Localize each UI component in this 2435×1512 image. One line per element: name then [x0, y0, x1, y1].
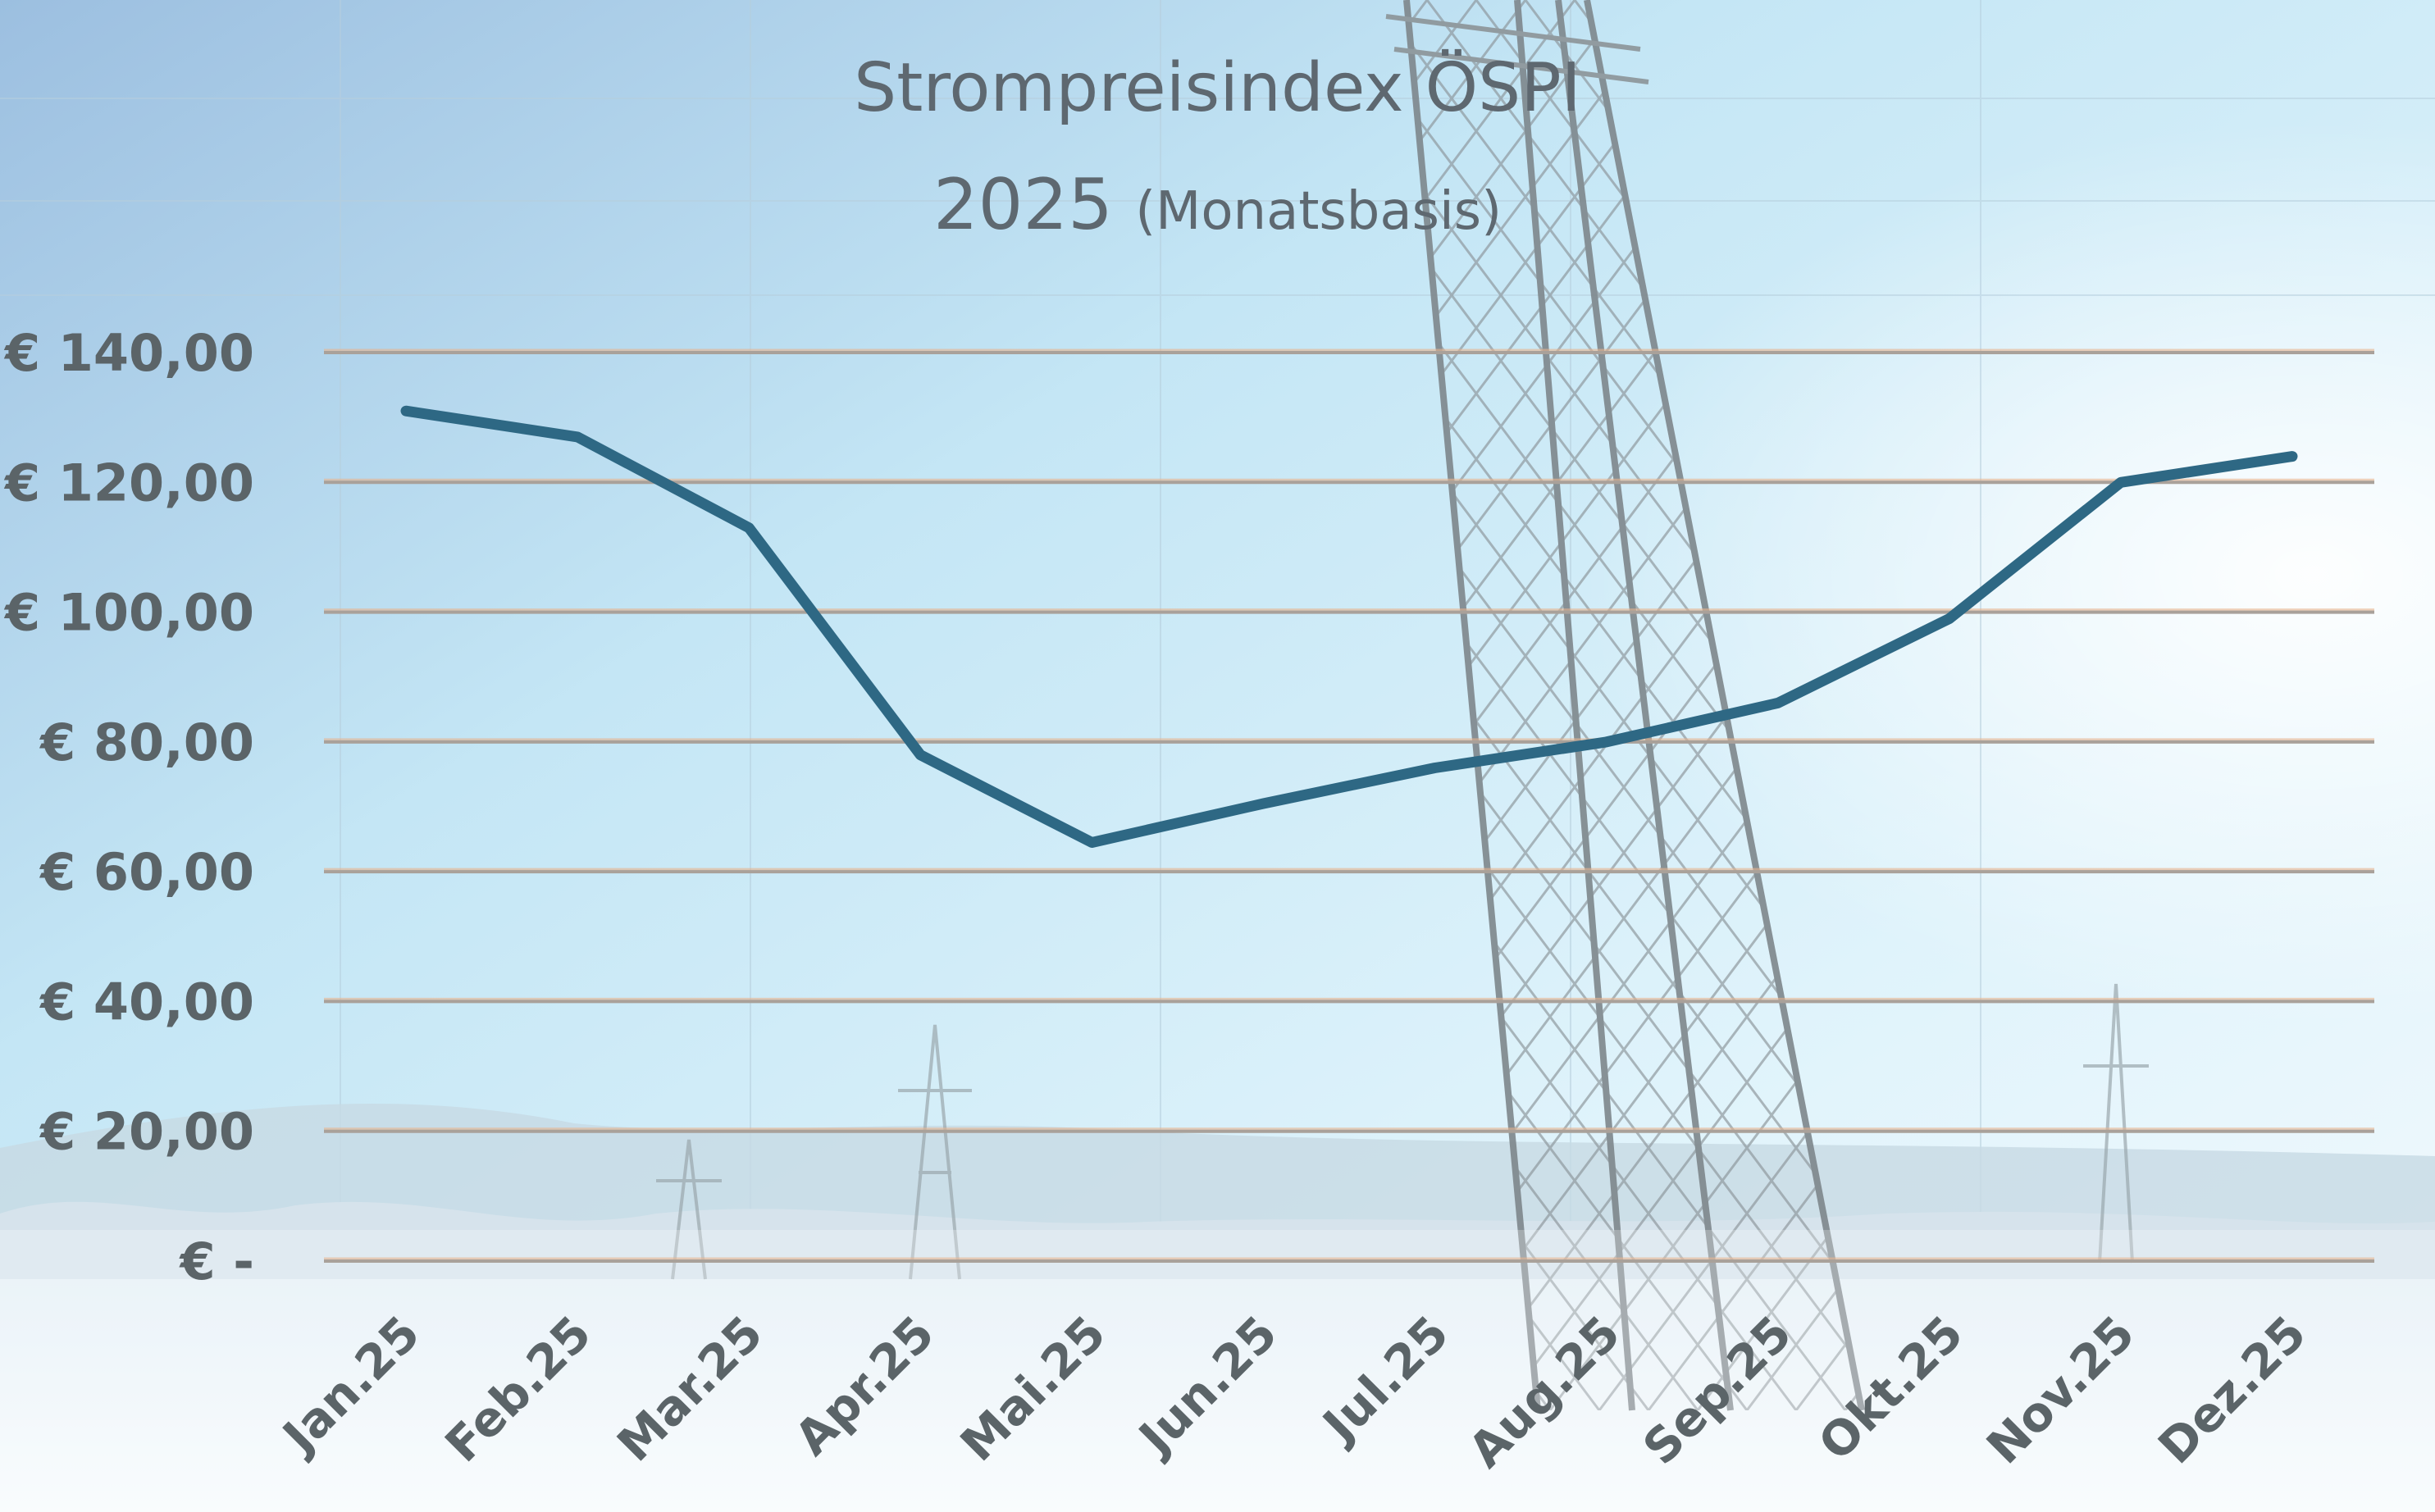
subtitle-year: 2025 [933, 164, 1113, 246]
y-axis-tick-labels: € - € 20,00 € 40,00 € 60,00 € 80,00 € 100,00 €… [3, 323, 254, 1291]
data-point [1944, 613, 1954, 624]
data-point [1258, 799, 1269, 809]
x-tick-label: Dez.25 [2147, 1305, 2316, 1474]
y-tick-label: € 140,00 [3, 323, 254, 383]
x-tick-label: Feb.25 [435, 1305, 602, 1473]
y-tick-label: € 40,00 [39, 972, 254, 1032]
y-tick-label: € 100,00 [3, 583, 254, 643]
y-tick-label: € - [179, 1232, 254, 1291]
data-point [1601, 736, 1612, 747]
y-tick-label: € 20,00 [39, 1102, 254, 1162]
chart-subtitle: 2025 (Monatsbasis) [0, 164, 2435, 246]
data-point [744, 522, 755, 533]
y-tick-label: € 60,00 [39, 842, 254, 902]
data-point [2287, 451, 2297, 462]
subtitle-note: (Monatsbasis) [1135, 181, 1502, 242]
x-tick-label: Nov.25 [1976, 1305, 2145, 1475]
data-point [1430, 763, 1440, 773]
data-point [401, 406, 411, 417]
series-line [400, 405, 2298, 848]
x-tick-label: Jun.25 [1126, 1305, 1288, 1467]
x-axis-tick-labels: Jan.25 Feb.25 Mar.25 Apr.25 Mai.25 Jun.25 Jul.… [270, 1305, 2317, 1478]
data-point [2115, 477, 2126, 488]
data-point [1772, 698, 1783, 708]
x-tick-label: Jul.25 [1310, 1305, 1459, 1455]
x-tick-label: Mar.25 [606, 1305, 773, 1473]
x-tick-label: Okt.25 [1808, 1305, 1973, 1471]
x-tick-label: Apr.25 [784, 1305, 945, 1466]
x-tick-label: Mai.25 [950, 1305, 1116, 1472]
y-tick-label: € 80,00 [39, 713, 254, 772]
y-tick-label: € 120,00 [3, 453, 254, 512]
data-point [1087, 837, 1097, 848]
x-tick-label: Jan.25 [270, 1305, 431, 1466]
data-point [572, 431, 583, 442]
series-layer [400, 405, 2298, 848]
gridlines [324, 348, 2374, 1263]
chart-title: Strompreisindex ÖSPI [854, 49, 1581, 127]
x-tick-label: Sep.25 [1632, 1305, 1802, 1475]
distant-pylons [656, 983, 2149, 1280]
x-tick-label: Aug.25 [1457, 1305, 1630, 1478]
data-point [915, 749, 926, 760]
snow-field [0, 1279, 2435, 1512]
